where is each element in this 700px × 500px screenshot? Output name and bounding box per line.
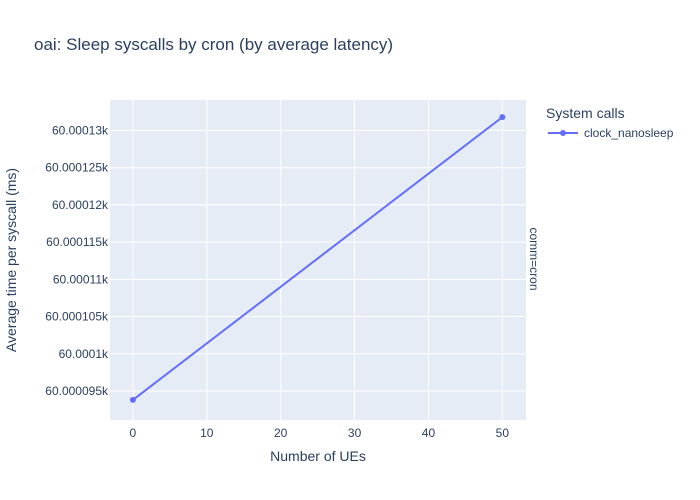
x-axis-title: Number of UEs <box>270 448 366 464</box>
x-tick-label: 20 <box>274 426 288 440</box>
y-tick-label: 60.000095k <box>45 384 109 398</box>
y-tick-label: 60.000125k <box>45 161 109 175</box>
y-tick-label: 60.000105k <box>45 310 109 324</box>
y-tick-label: 60.0001k <box>59 347 109 361</box>
y-tick-labels: 60.000095k 60.0001k 60.000105k 60.00011k 60.… <box>45 124 109 398</box>
y-tick-label: 60.00012k <box>52 198 109 212</box>
legend[interactable]: System calls clock_nanosleep <box>546 105 674 140</box>
y-gridlines <box>110 130 526 392</box>
x-tick-label: 50 <box>496 426 510 440</box>
series-layer <box>129 114 506 403</box>
y-tick-label: 60.00011k <box>53 272 109 286</box>
x-tick-labels: 0 10 20 30 40 50 <box>130 426 510 440</box>
y-tick-label: 60.00013k <box>52 124 109 138</box>
data-point[interactable] <box>129 396 136 403</box>
legend-title: System calls <box>546 105 625 121</box>
y-tick-label: 60.000115k <box>46 235 109 249</box>
x-tick-label: 0 <box>130 426 137 440</box>
x-tick-label: 40 <box>422 426 436 440</box>
legend-item-label[interactable]: clock_nanosleep <box>584 126 674 140</box>
x-gridlines <box>132 100 503 420</box>
chart-title: oai: Sleep syscalls by cron (by average … <box>34 35 393 54</box>
series-line-clock_nanosleep <box>132 116 503 401</box>
data-point[interactable] <box>499 114 506 121</box>
legend-marker-swatch <box>560 130 566 136</box>
y-axis-title: Average time per syscall (ms) <box>3 168 19 352</box>
facet-label: comm=cron <box>527 227 541 290</box>
x-tick-label: 30 <box>348 426 362 440</box>
x-tick-label: 10 <box>200 426 214 440</box>
